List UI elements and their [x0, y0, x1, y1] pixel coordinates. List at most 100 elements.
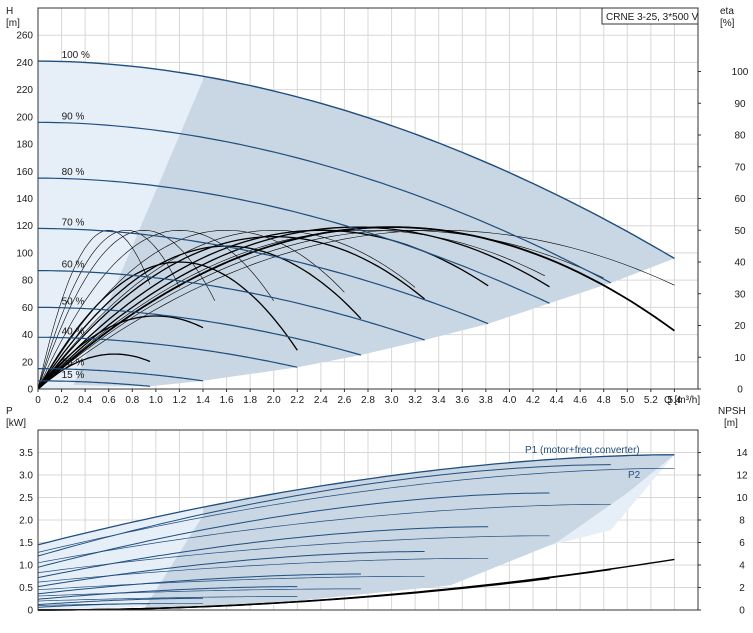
eta-tick-label: 10	[734, 353, 746, 364]
head-curve	[37, 227, 489, 325]
p-tick-label: 1.0	[19, 561, 33, 572]
p2-curve	[37, 557, 489, 583]
p2-curve	[37, 596, 298, 602]
speed-label: 80 %	[62, 167, 85, 178]
eta-curve	[37, 226, 550, 390]
p2-curve	[37, 467, 675, 553]
head-curve	[38, 306, 362, 356]
q-tick-label: 3.8	[479, 395, 493, 406]
npsh-tick-label: 8	[739, 516, 745, 527]
h-tick-label: 100	[16, 248, 33, 259]
head-curve	[37, 60, 675, 260]
p-tick-label: 2.5	[19, 493, 33, 504]
head-curve	[38, 177, 550, 304]
head-curves: 100 % 90 % 80 % 70 % 60 % 50 % 40 % 25 %15 %	[37, 50, 675, 387]
q-tick-label: 1.4	[196, 395, 210, 406]
npsh-tick-label: 4	[739, 561, 745, 572]
npsh-axis-unit: [m]	[724, 418, 738, 429]
speed-label: 60 %	[62, 260, 85, 271]
p-tick-label: 3.5	[19, 448, 33, 459]
h-tick-label: 220	[16, 85, 33, 96]
q-tick-label: 4.6	[573, 395, 587, 406]
p-tick-label: 2.0	[19, 516, 33, 527]
eta-axis-name: eta	[720, 6, 734, 17]
lower-plot-frame	[37, 429, 699, 611]
npsh-tick-label: 14	[736, 448, 748, 459]
npsh-tick-label: 2	[739, 583, 745, 594]
head-curve	[38, 380, 151, 387]
q-tick-label: 2.0	[267, 395, 281, 406]
power-curves	[37, 454, 675, 611]
q-tick-label: 0.2	[55, 395, 69, 406]
eta-curve	[37, 235, 426, 390]
q-axis-label: Q [m³/h]	[664, 395, 700, 406]
eta-thin-curve	[37, 230, 180, 390]
h-tick-label: 0	[27, 385, 33, 396]
h-tick-label: 180	[16, 140, 33, 151]
eta-tick-label: 80	[734, 131, 746, 142]
h-tick-label: 240	[16, 58, 33, 69]
p-tick-label: 3.0	[19, 471, 33, 482]
eta-axis-unit: [%]	[720, 18, 735, 29]
eta-tick-label: 30	[734, 289, 746, 300]
title-box	[601, 7, 699, 25]
eta-thin-curve	[37, 229, 274, 390]
npsh-tick-label: 6	[739, 538, 745, 549]
eta-tick-label: 0	[737, 385, 743, 396]
q-tick-label: 0.6	[102, 395, 116, 406]
p1-curve	[37, 551, 425, 588]
p2-curve	[37, 503, 611, 564]
lower-axis-ticks: 0 0.5 1.0 1.5 2.0 2.5 3.0 3.5 0 2 4 6 8 10 12 14	[19, 448, 748, 617]
h-tick-label: 140	[16, 194, 33, 205]
q-tick-label: 3.6	[455, 395, 469, 406]
chart-title: CRNE 3-25, 3*500 V	[606, 12, 699, 23]
p1-series-label: P1 (motor+freq.converter)	[525, 445, 640, 456]
eta-tick-label: 20	[734, 321, 746, 332]
eta-tick-label: 70	[734, 162, 746, 173]
p1-curve	[37, 573, 361, 595]
p2-series-label: P2	[628, 470, 641, 481]
p-axis-name: P	[6, 406, 13, 417]
p2-curve	[37, 588, 361, 597]
head-curve	[38, 368, 204, 382]
npsh-tick-label: 0	[739, 606, 745, 617]
q-tick-label: 4.0	[502, 395, 516, 406]
h-tick-label: 40	[22, 330, 34, 341]
eta-curve	[37, 261, 298, 390]
q-tick-label: 3.4	[432, 395, 446, 406]
p2-curve	[37, 602, 203, 606]
q-tick-label: 2.2	[290, 395, 304, 406]
q-tick-label: 1.6	[220, 395, 234, 406]
speed-label: 25 %	[62, 358, 85, 369]
p2-curve	[37, 575, 425, 591]
q-tick-label: 1.0	[149, 395, 163, 406]
eta-thin-curve	[37, 230, 151, 390]
q-tick-label: 1.8	[243, 395, 257, 406]
q-tick-label: 5.4	[667, 395, 681, 406]
p1-curve	[37, 454, 675, 546]
q-tick-label: 4.2	[526, 395, 540, 406]
q-tick-label: 5.2	[644, 395, 658, 406]
eta-curve	[37, 353, 151, 390]
h-tick-label: 160	[16, 167, 33, 178]
h-tick-label: 200	[16, 112, 33, 123]
speed-label: 50 %	[62, 296, 85, 307]
speed-label: 70 %	[62, 217, 85, 228]
q-tick-label: 2.4	[314, 395, 328, 406]
npsh-curve	[38, 577, 550, 611]
q-tick-label: 0.4	[78, 395, 92, 406]
npsh-axis-name: NPSH	[718, 406, 746, 417]
eta-thin-curve	[37, 230, 416, 390]
npsh-tick-label: 10	[736, 493, 748, 504]
speed-label: 100 %	[62, 50, 90, 61]
p1-curve	[37, 492, 550, 568]
p-tick-label: 1.5	[19, 538, 33, 549]
eta-thin-curve	[37, 229, 216, 390]
speed-label: 90 %	[62, 111, 85, 122]
p2-curve	[37, 535, 550, 573]
q-tick-label: 0	[35, 395, 41, 406]
q-tick-label: 0.8	[125, 395, 139, 406]
p-tick-label: 0.5	[19, 583, 33, 594]
eta-curve	[37, 245, 362, 390]
